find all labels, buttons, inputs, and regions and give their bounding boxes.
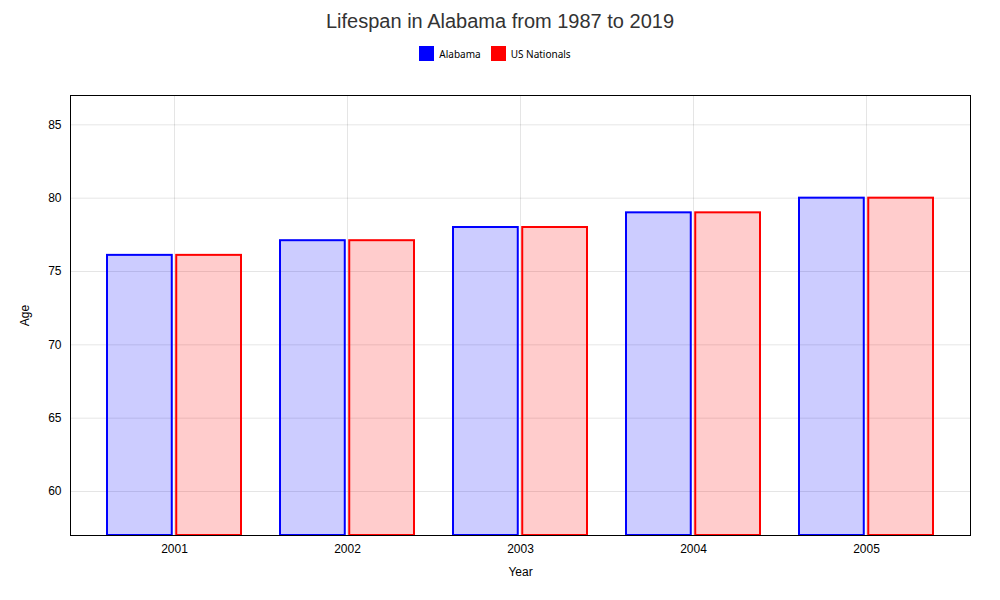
svg-text:60: 60: [48, 484, 62, 498]
svg-text:2003: 2003: [507, 542, 534, 556]
svg-text:80: 80: [48, 191, 62, 205]
svg-text:2004: 2004: [680, 542, 707, 556]
svg-text:70: 70: [48, 338, 62, 352]
svg-text:2002: 2002: [334, 542, 361, 556]
html-text:US Nationals: US Nationals: [510, 46, 571, 61]
html-text:Lifespan in Alabama from 1987: Lifespan in Alabama from 1987 to 2019: [326, 10, 674, 32]
svg-text:65: 65: [48, 411, 62, 425]
html-text:Alabama: Alabama: [439, 46, 481, 61]
svg-text:2005: 2005: [853, 542, 880, 556]
svg-text:Age: Age: [18, 305, 32, 327]
svg-text:2001: 2001: [161, 542, 188, 556]
svg-text:Year: Year: [508, 565, 532, 579]
svg-text:85: 85: [48, 118, 62, 132]
svg-text:75: 75: [48, 264, 62, 278]
